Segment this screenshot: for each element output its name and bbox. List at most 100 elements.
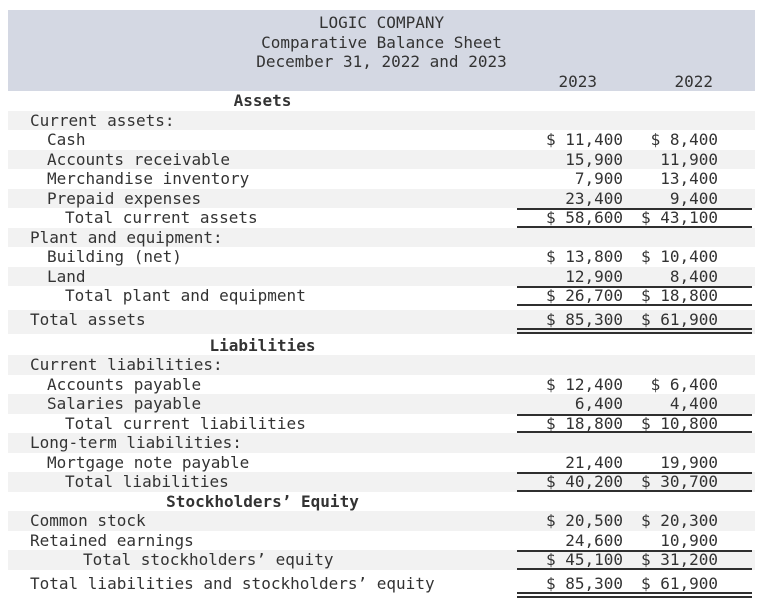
row-label: Current liabilities: [30, 355, 223, 374]
row-land: Land 12,900 8,400 [8, 266, 755, 286]
amount-2022 [623, 228, 752, 248]
amount-2023: $ 12,400 [545, 374, 623, 394]
amount-2023: $ 58,600 [545, 208, 623, 227]
row-common-stock: Common stock $ 20,500 $ 20,300 [8, 511, 755, 531]
row-current-liabilities-header: Current liabilities: [8, 355, 755, 375]
row-label: Total stockholders’ equity [83, 550, 334, 569]
section-title: Assets [233, 91, 292, 110]
report-header: LOGIC COMPANY Comparative Balance Sheet … [8, 10, 755, 91]
row-building-net: Building (net) $ 13,800 $ 10,400 [8, 247, 755, 267]
amount-2022: $ 31,200 [640, 550, 718, 569]
row-salaries-payable: Salaries payable 6,400 4,400 [8, 394, 755, 414]
row-total-assets: Total assets $ 85,300 $ 61,900 [8, 309, 755, 334]
amount-2023: $ 85,300 [545, 309, 623, 329]
amount-2023: 23,400 [565, 188, 623, 208]
row-label: Cash [47, 130, 86, 149]
amount-2022: 19,900 [660, 452, 718, 472]
row-accounts-payable: Accounts payable $ 12,400 $ 6,400 [8, 375, 755, 395]
row-label: Retained earnings [30, 530, 194, 550]
row-total-stockholders-equity: Total stockholders’ equity $ 45,100 $ 31,… [8, 550, 755, 570]
amount-2022: $ 6,400 [650, 374, 718, 394]
amount-2023 [517, 91, 623, 111]
row-label: Long-term liabilities: [30, 433, 242, 452]
row-total-liabilities: Total liabilities $ 40,200 $ 30,700 [8, 472, 755, 492]
amount-2022: $ 10,800 [640, 413, 718, 433]
row-label: Prepaid expenses [47, 188, 202, 208]
amount-2023: $ 45,100 [545, 550, 623, 569]
amount-2022 [623, 336, 752, 356]
amount-2022 [623, 492, 752, 512]
row-label: Mortgage note payable [47, 452, 250, 472]
amount-2022: 8,400 [669, 266, 718, 286]
row-label: Land [47, 266, 86, 286]
amount-2023: $ 13,800 [545, 247, 623, 266]
row-retained-earnings: Retained earnings 24,600 10,900 [8, 531, 755, 551]
company-name: LOGIC COMPANY [318, 13, 445, 32]
amount-2023: 15,900 [565, 149, 623, 169]
amount-2023 [517, 336, 623, 356]
row-label: Accounts receivable [47, 149, 231, 169]
year-columns: 2023 2022 [517, 72, 752, 92]
amount-2023 [517, 433, 623, 453]
row-accounts-receivable: Accounts receivable 15,900 11,900 [8, 149, 755, 169]
amount-2023 [517, 355, 623, 375]
row-cash: Cash $ 11,400 $ 8,400 [8, 130, 755, 150]
row-label: Building (net) [47, 247, 182, 266]
amount-2022 [623, 355, 752, 375]
amount-2022: $ 61,900 [640, 573, 718, 593]
row-section-assets: Assets [8, 91, 755, 111]
amount-2023: $ 20,500 [545, 511, 623, 530]
column-header-spacer [8, 72, 517, 92]
amount-2022: 4,400 [669, 394, 718, 413]
amount-2022: 11,900 [660, 149, 718, 169]
amount-2023 [517, 228, 623, 248]
amount-2022: $ 18,800 [640, 286, 718, 305]
row-label: Plant and equipment: [30, 227, 223, 247]
amount-2022: $ 43,100 [640, 208, 718, 227]
amount-2023: $ 11,400 [545, 130, 623, 149]
amount-2023: 24,600 [565, 530, 623, 550]
amount-2022: $ 61,900 [640, 309, 718, 329]
amount-2022: 13,400 [660, 169, 718, 188]
row-label: Total liabilities [65, 472, 229, 491]
amount-2022: 10,900 [660, 530, 718, 550]
row-label: Merchandise inventory [47, 169, 250, 188]
column-header-2023: 2023 [558, 71, 597, 91]
row-label: Total assets [30, 309, 146, 329]
row-section-liabilities: Liabilities [8, 336, 755, 356]
row-label: Current assets: [30, 110, 175, 130]
row-label: Total current liabilities [65, 413, 306, 433]
row-mortgage-note-payable: Mortgage note payable 21,400 19,900 [8, 453, 755, 473]
amount-2022: $ 30,700 [640, 472, 718, 491]
row-label: Total plant and equipment [65, 286, 306, 305]
row-section-stockholders-equity: Stockholders’ Equity [8, 492, 755, 512]
section-title: Liabilities [209, 335, 316, 355]
balance-sheet: LOGIC COMPANY Comparative Balance Sheet … [8, 10, 755, 598]
row-label: Accounts payable [47, 374, 202, 394]
row-label: Total current assets [65, 208, 258, 227]
amount-2023: $ 18,800 [545, 413, 623, 433]
amount-2022 [623, 433, 752, 453]
statement-title: Comparative Balance Sheet [261, 32, 502, 52]
amount-2022 [623, 111, 752, 131]
amount-2023: $ 40,200 [545, 472, 623, 491]
row-label: Salaries payable [47, 394, 202, 413]
row-label: Total liabilities and stockholders’ equi… [30, 573, 435, 593]
amount-2023: 12,900 [565, 266, 623, 286]
amount-2023 [517, 492, 623, 512]
row-total-liabilities-equity: Total liabilities and stockholders’ equi… [8, 574, 755, 598]
amount-2023: $ 85,300 [545, 573, 623, 593]
row-total-plant-equipment: Total plant and equipment $ 26,700 $ 18,8… [8, 286, 755, 306]
amount-2023: 7,900 [574, 169, 623, 188]
amount-2022 [623, 91, 752, 111]
amount-2023 [517, 111, 623, 131]
amount-2022: $ 10,400 [640, 247, 718, 266]
amount-2022: $ 20,300 [640, 511, 718, 530]
row-current-assets-header: Current assets: [8, 110, 755, 131]
row-long-term-liabilities-header: Long-term liabilities: [8, 433, 755, 453]
period-line: December 31, 2022 and 2023 [256, 52, 507, 71]
amount-2023: 21,400 [565, 452, 623, 472]
column-header-2022: 2022 [674, 71, 713, 91]
section-title: Stockholders’ Equity [166, 491, 359, 511]
amount-2023: 6,400 [574, 394, 623, 413]
